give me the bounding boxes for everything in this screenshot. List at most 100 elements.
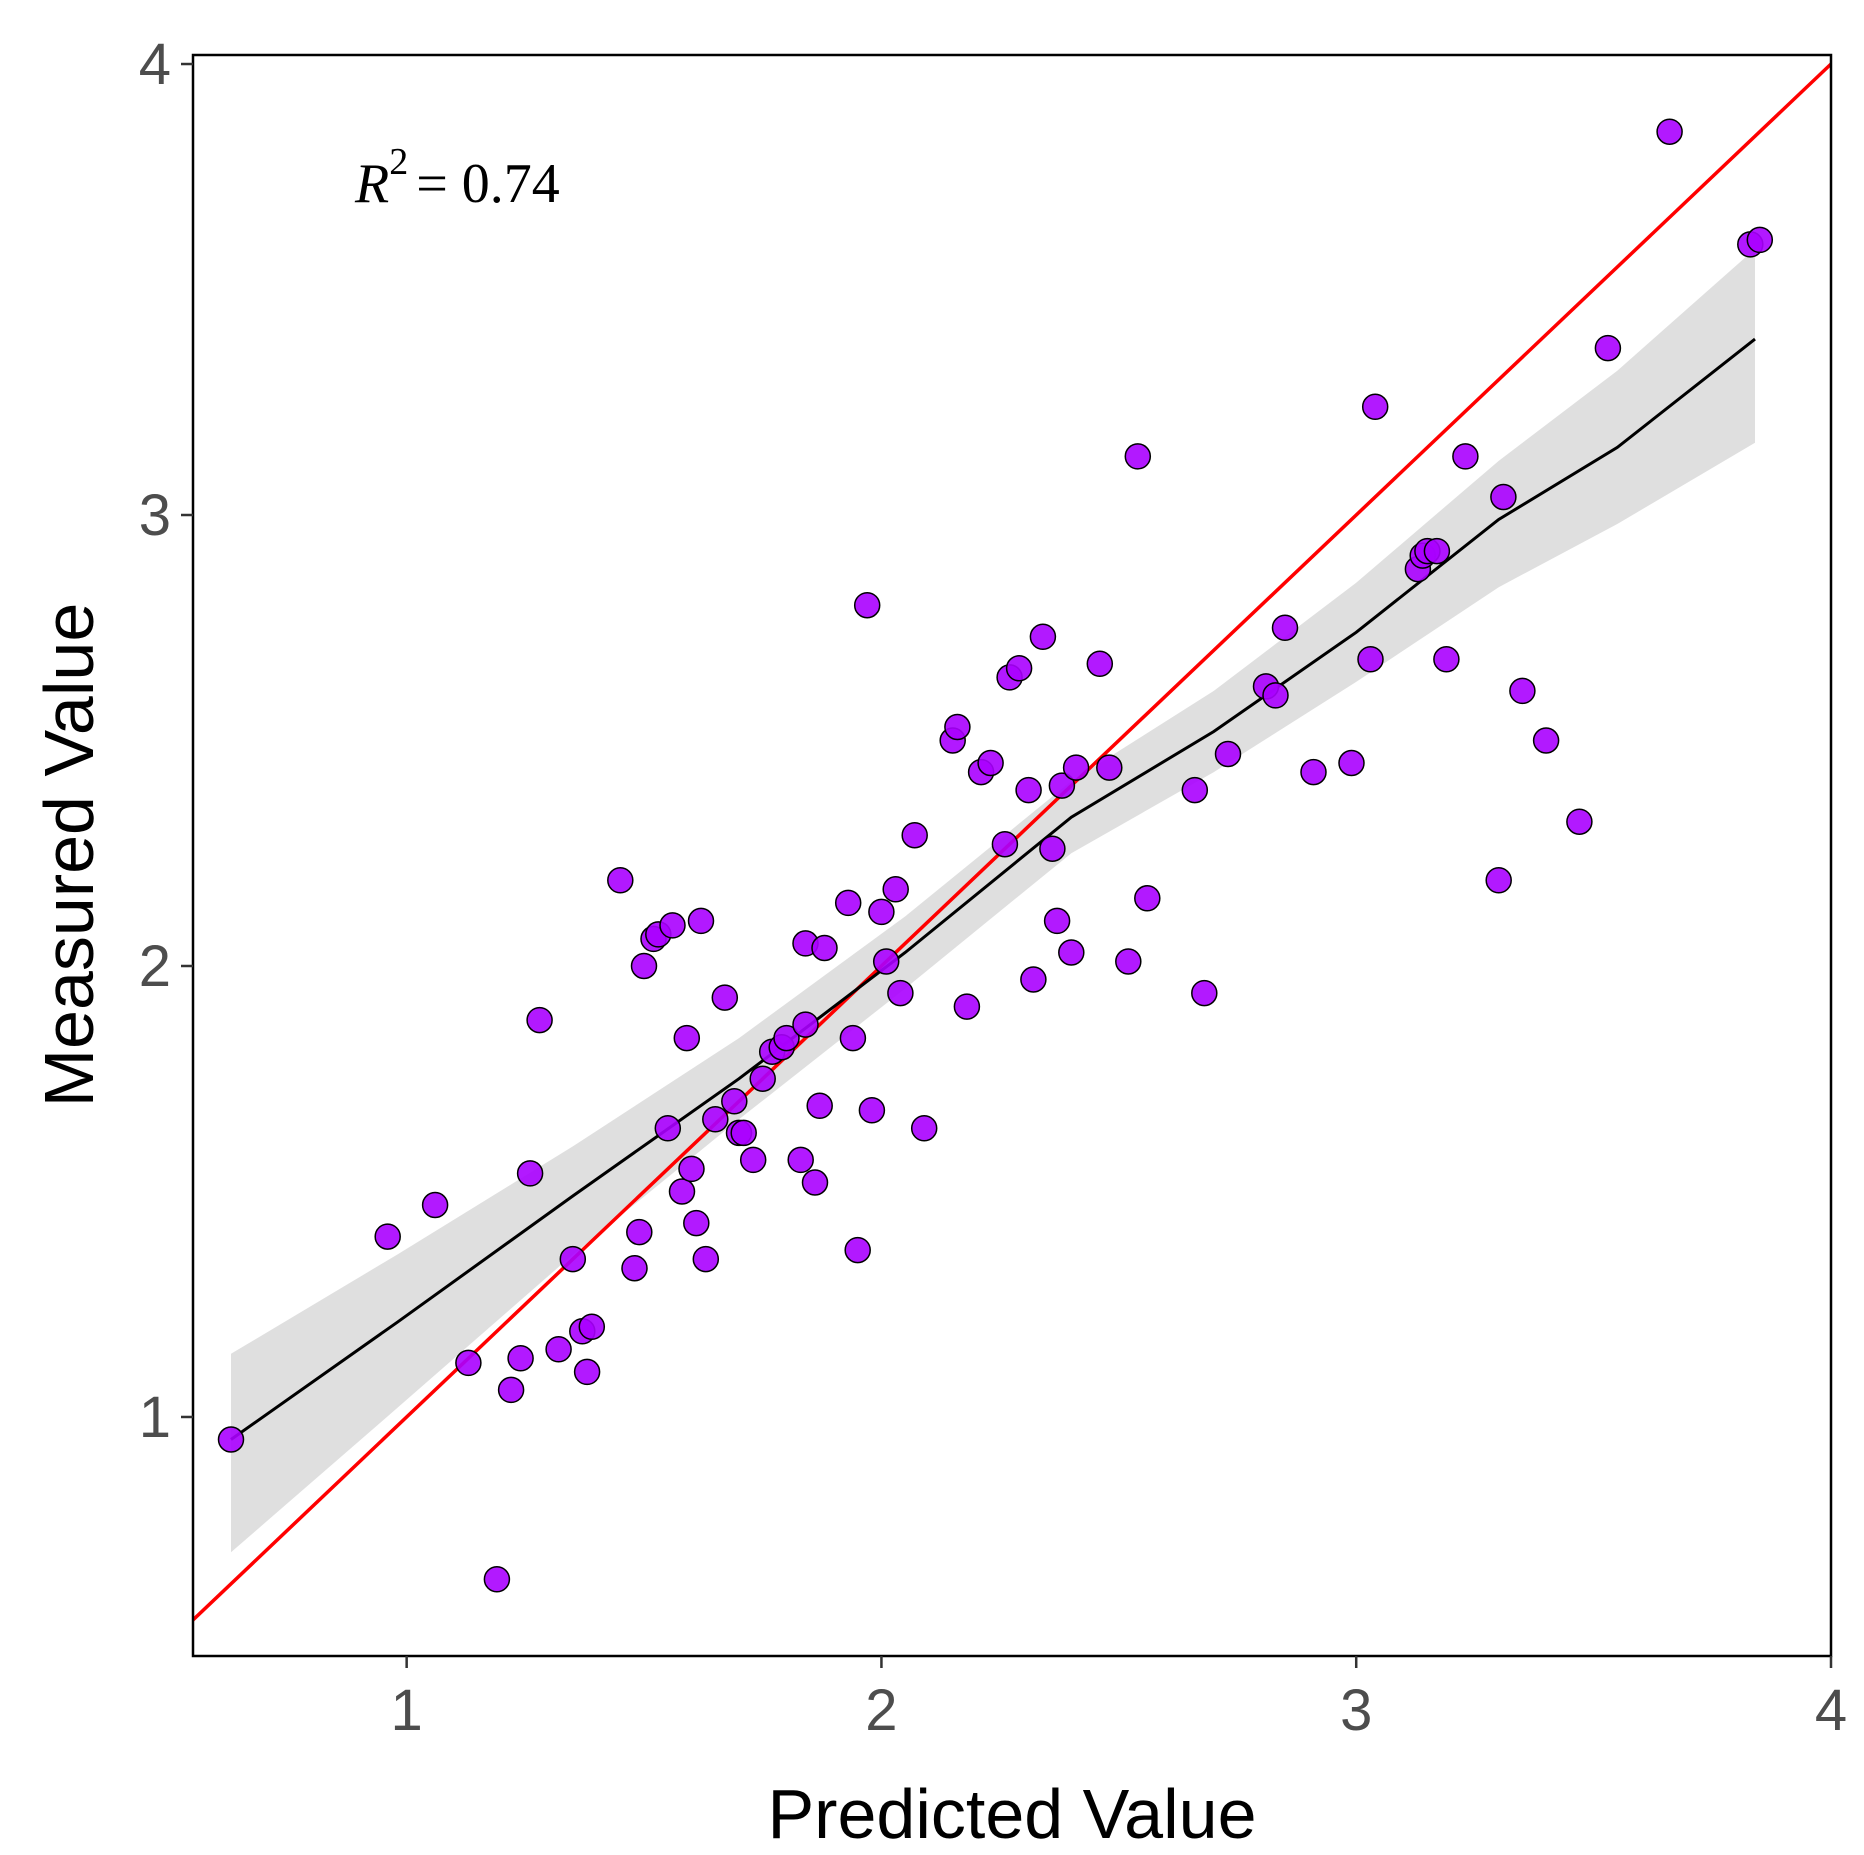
data-point [621,1254,648,1282]
data-point [374,1223,401,1250]
x-axis: 1 2 3 4 [391,1656,1847,1743]
r-squared-value: = 0.74 [416,153,560,215]
data-point [1566,808,1593,835]
x-tick-label: 4 [1815,1678,1847,1743]
data-point [844,1236,871,1264]
data-point [683,1209,710,1237]
data-point [910,1115,938,1142]
data-point [559,1245,587,1273]
data-point [839,1024,867,1052]
confidence-band [231,248,1755,1553]
data-point [868,898,895,926]
data-point [977,749,1004,777]
data-point [626,1218,653,1246]
data-point [711,984,739,1011]
data-point [673,1024,701,1052]
x-tick-label: 1 [391,1678,423,1743]
data-point [1181,776,1209,804]
x-tick-label: 2 [865,1678,897,1743]
data-point [421,1191,449,1219]
data-point [773,1024,800,1052]
y-tick-label: 4 [139,32,171,97]
data-point [578,1313,606,1341]
data-point [545,1336,572,1363]
data-point [1058,939,1085,966]
data-point [872,948,900,975]
data-point [739,1146,767,1174]
data-point [630,952,658,980]
data-point [944,713,971,741]
data-point [1746,226,1774,254]
data-point [887,979,914,1007]
data-point [1300,758,1327,786]
x-tick-label: 3 [1340,1678,1372,1743]
r-squared-symbol: R [354,153,389,215]
data-point [1005,655,1033,682]
data-point [853,591,881,619]
data-point [1043,907,1071,935]
data-point [659,912,686,939]
data-point [730,1119,757,1147]
data-point [882,876,909,903]
data-point [1509,677,1536,705]
data-point [1134,885,1161,912]
data-point [806,1092,833,1120]
data-point [1357,646,1384,673]
data-point [858,1097,886,1124]
data-point [1062,754,1090,781]
r-squared-exponent: 2 [389,141,408,183]
data-point [1039,835,1066,862]
y-axis-title: Measured Value [30,603,108,1108]
data-point [687,907,715,935]
data-point [1361,393,1389,421]
data-point [901,821,928,849]
data-point [1656,118,1683,145]
x-axis-title: Predicted Value [767,1775,1256,1853]
data-point [1191,979,1218,1007]
data-point [991,830,1019,858]
fit-line [230,337,1756,1441]
data-point [1262,682,1289,709]
data-point [526,1006,553,1034]
data-point [217,1426,245,1453]
data-point [1015,776,1042,804]
data-point [678,1155,705,1183]
data-point [1048,772,1076,799]
data-point [1423,537,1451,565]
data-point [787,1146,814,1174]
data-point [1532,727,1560,754]
data-point [668,1178,696,1205]
data-point [1029,623,1057,651]
data-point [507,1345,534,1372]
y-tick-label: 1 [139,1385,171,1450]
data-point [1452,443,1479,470]
data-point [749,1065,776,1092]
data-point [1096,754,1123,781]
data-point [801,1169,829,1196]
data-point [692,1245,720,1273]
data-point [573,1358,601,1386]
data-point [1115,948,1142,975]
data-point [607,867,634,894]
data-point [1433,646,1460,673]
data-point [1020,966,1047,993]
plot-frame [191,53,1833,1658]
data-point [702,1106,729,1133]
plot-area [193,61,1831,1623]
data-point [1086,650,1114,678]
data-point [792,1011,819,1038]
data-point [834,889,862,917]
data-point [1338,749,1365,777]
data-point [1594,334,1622,362]
data-point [654,1115,682,1142]
r-squared-annotation: R2 = 0.74 [354,141,560,215]
data-point [1271,614,1299,642]
data-point [1214,740,1242,768]
data-point [721,1088,748,1115]
data-point [483,1566,511,1593]
y-axis: 1 2 3 4 [139,32,193,1450]
data-point [497,1376,525,1404]
data-point [811,934,838,962]
data-point [1485,867,1512,894]
